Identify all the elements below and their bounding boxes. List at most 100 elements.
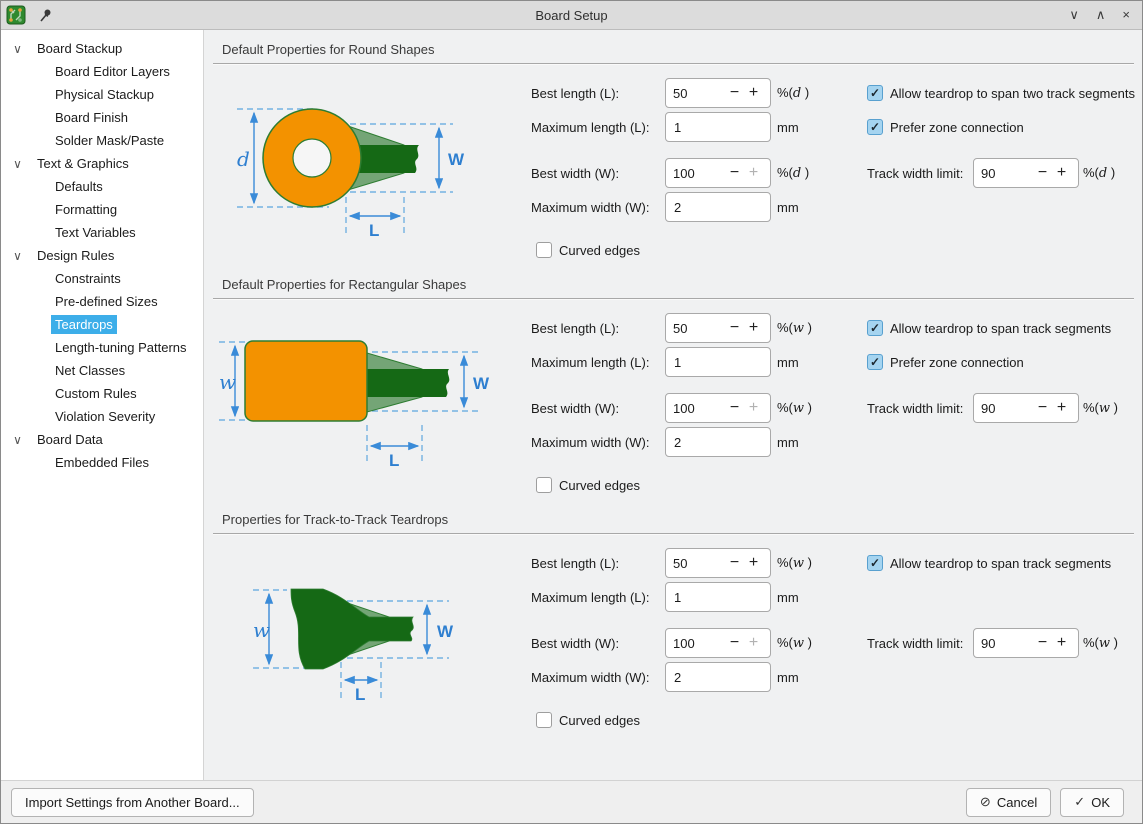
sidebar-item-board-stackup[interactable]: ∨ Board Stackup [1,37,203,60]
max-width-unit: mm [777,434,799,450]
max-width-input[interactable] [665,427,771,457]
chevron-down-icon[interactable]: ∨ [13,41,22,56]
decrement-button[interactable]: − [729,399,740,416]
chevron-down-icon[interactable]: ∨ [13,432,22,447]
best-width-input[interactable] [673,165,725,181]
maximize-window-icon[interactable]: ∧ [1095,7,1106,22]
sidebar-item-teardrops[interactable]: Teardrops [1,313,203,336]
sidebar-item-design-rules[interactable]: ∨ Design Rules [1,244,203,267]
decrement-button[interactable]: − [729,164,740,181]
close-window-icon[interactable]: × [1122,7,1130,22]
track-width-limit-input[interactable] [981,635,1033,651]
increment-button[interactable]: + [748,84,759,101]
increment-button[interactable]: + [748,634,759,651]
cancel-button[interactable]: ⊘ Cancel [965,787,1052,817]
max-length-input[interactable] [665,582,771,612]
sidebar-item-pre-defined-sizes[interactable]: Pre-defined Sizes [55,294,158,309]
best-length-input[interactable] [673,85,725,101]
track-width-limit-spinner[interactable]: − + [973,158,1079,188]
decrement-button[interactable]: − [1037,634,1048,651]
sidebar-item-text-variables[interactable]: Text Variables [55,225,136,240]
ok-button[interactable]: ✓ OK [1060,787,1124,817]
sidebar-item-constraints[interactable]: Constraints [55,271,121,286]
decrement-button[interactable]: − [729,319,740,336]
decrement-button[interactable]: − [1037,164,1048,181]
span-segments-checkbox[interactable]: ✓ [867,555,883,571]
increment-button[interactable]: + [748,554,759,571]
dimension-label-l: L [355,685,365,704]
pin-icon[interactable] [38,8,53,23]
increment-button[interactable]: + [1056,399,1067,416]
section-title: Properties for Track-to-Track Teardrops [222,512,449,527]
sidebar-item-formatting[interactable]: Formatting [55,202,118,217]
best-length-spinner[interactable]: − + [665,548,771,578]
decrement-button[interactable]: − [729,634,740,651]
curved-edges-checkbox[interactable] [536,712,552,728]
max-width-label: Maximum width (W): [531,199,650,215]
best-width-label: Best width (W): [531,635,620,651]
max-length-input[interactable] [665,347,771,377]
span-segments-checkbox[interactable]: ✓ [867,320,883,336]
best-length-spinner[interactable]: − + [665,78,771,108]
prefer-zone-checkbox[interactable]: ✓ [867,119,883,135]
best-width-input[interactable] [673,400,725,416]
best-width-input[interactable] [673,635,725,651]
sidebar-item-length-tuning-patterns[interactable]: Length-tuning Patterns [55,340,187,355]
decrement-button[interactable]: − [729,554,740,571]
check-icon: ✓ [869,120,881,134]
span-segments-label: Allow teardrop to span two track segment… [890,85,1135,101]
decrement-button[interactable]: − [1037,399,1048,416]
best-width-spinner[interactable]: − + [665,628,771,658]
best-length-input[interactable] [673,555,725,571]
teardrops-panel: Default Properties for Round Shapes [204,30,1142,780]
span-segments-checkbox[interactable]: ✓ [867,85,883,101]
sidebar-item-board-finish[interactable]: Board Finish [55,110,128,125]
max-width-input[interactable] [665,662,771,692]
best-length-spinner[interactable]: − + [665,313,771,343]
max-width-input[interactable] [665,192,771,222]
increment-button[interactable]: + [748,164,759,181]
max-width-unit: mm [777,199,799,215]
best-width-spinner[interactable]: − + [665,393,771,423]
teardrop-diagram-round: d W L [213,76,531,265]
track-width-limit-input[interactable] [981,400,1033,416]
shade-window-icon[interactable]: ∨ [1069,7,1079,22]
settings-tree: ∨ Board Stackup Board Editor Layers Physi… [1,30,204,780]
sidebar-item-custom-rules[interactable]: Custom Rules [55,386,137,401]
check-icon: ✓ [869,86,881,100]
import-settings-button[interactable]: Import Settings from Another Board... [11,787,254,817]
best-width-spinner[interactable]: − + [665,158,771,188]
dimension-label-w: w [219,370,236,394]
track-width-limit-unit: %(w ) [1083,400,1118,416]
sidebar-item-net-classes[interactable]: Net Classes [55,363,126,378]
sidebar-item-embedded-files[interactable]: Embedded Files [55,455,149,470]
cancel-icon: ⊘ [979,794,991,809]
sidebar-item-violation-severity[interactable]: Violation Severity [55,409,156,424]
sidebar-item-defaults[interactable]: Defaults [55,179,103,194]
increment-button[interactable]: + [748,319,759,336]
sidebar-item-board-editor-layers[interactable]: Board Editor Layers [55,64,170,79]
decrement-button[interactable]: − [729,84,740,101]
sidebar-item-text-graphics[interactable]: ∨ Text & Graphics [1,152,203,175]
chevron-down-icon[interactable]: ∨ [13,156,22,171]
sidebar-item-physical-stackup[interactable]: Physical Stackup [55,87,154,102]
increment-button[interactable]: + [1056,634,1067,651]
curved-edges-checkbox[interactable] [536,242,552,258]
track-width-limit-spinner[interactable]: − + [973,628,1079,658]
check-icon: ✓ [869,321,881,335]
max-length-input[interactable] [665,112,771,142]
sidebar-item-board-data[interactable]: ∨ Board Data [1,428,203,451]
track-width-limit-input[interactable] [981,165,1033,181]
increment-button[interactable]: + [1056,164,1067,181]
chevron-down-icon[interactable]: ∨ [13,248,22,263]
sidebar-item-solder-mask-paste[interactable]: Solder Mask/Paste [55,133,165,148]
titlebar[interactable]: Board Setup ∨ ∧ × [1,1,1142,30]
curved-edges-checkbox[interactable] [536,477,552,493]
track-width-limit-unit: %(d ) [1083,165,1116,181]
track-width-limit-spinner[interactable]: − + [973,393,1079,423]
increment-button[interactable]: + [748,399,759,416]
best-length-input[interactable] [673,320,725,336]
dialog-footer: Import Settings from Another Board... ⊘ … [1,780,1142,823]
prefer-zone-checkbox[interactable]: ✓ [867,354,883,370]
